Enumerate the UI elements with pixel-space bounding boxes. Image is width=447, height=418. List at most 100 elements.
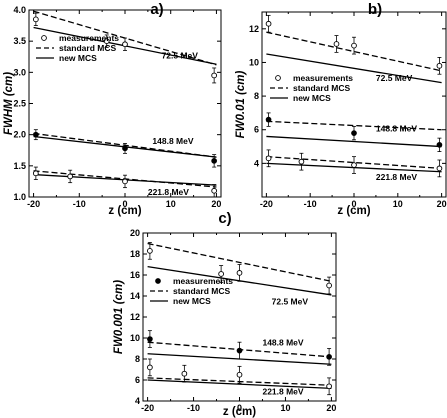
y-tick-label: 8 <box>254 91 259 101</box>
y-tick-label: 1.0 <box>13 192 26 202</box>
new-mcs-line-148.8 <box>266 135 442 148</box>
chart-panel-c: -20 -10 0 10 20 4 6 8 10 12 14 16 18 20 z (cm) FW0.001 … <box>113 228 337 418</box>
measurement-point-221.8 <box>33 170 39 177</box>
measurement-point-72.5 <box>265 20 272 27</box>
x-tick-label: -10 <box>73 199 86 209</box>
new-mcs-line-221.8 <box>147 379 332 390</box>
x-axis-label: z (cm) <box>108 205 141 217</box>
measurement-point-221.8 <box>436 165 443 172</box>
measurement-point-221.8 <box>211 187 217 194</box>
x-tick-label: 0 <box>122 199 127 209</box>
new-mcs-line-72.5 <box>266 53 442 84</box>
y-axis-label: FWHM (cm) <box>3 72 15 135</box>
measurement-point-148.8 <box>265 116 272 123</box>
measurement-point-221.8 <box>351 162 357 168</box>
measurement-point-148.8 <box>436 142 443 148</box>
measurement-point-72.5 <box>147 248 153 254</box>
y-tick-label: 3.0 <box>13 67 26 77</box>
measurement-point-148.8 <box>211 157 217 164</box>
energy-label: 221.8 MeV <box>376 172 417 182</box>
legend-label: standard MCS <box>173 286 230 296</box>
energy-label: 148.8 MeV <box>152 136 193 146</box>
y-tick-label: 2.5 <box>13 99 26 109</box>
measurement-point-148.8 <box>351 130 357 136</box>
y-tick-label: 4.0 <box>13 5 26 15</box>
x-axis-label: z (cm) <box>337 205 370 217</box>
standard-mcs-line-148.8 <box>266 120 442 131</box>
energy-label: 148.8 MeV <box>262 337 303 347</box>
measurement-point-221.8 <box>326 383 332 390</box>
y-tick-label: 14 <box>130 291 140 301</box>
x-tick-label: -20 <box>141 403 154 413</box>
x-tick-label: 20 <box>211 199 221 209</box>
x-tick-label: 10 <box>166 199 176 209</box>
x-tick-label: 20 <box>326 403 336 413</box>
y-tick-label: 10 <box>249 57 259 67</box>
y-tick-label: 4 <box>135 396 140 406</box>
legend-marker <box>41 35 47 41</box>
standard-mcs-line-72.5 <box>266 31 442 72</box>
energy-label: 221.8 MeV <box>262 387 303 397</box>
legend-label: measurements <box>59 33 119 43</box>
x-tick-label: 0 <box>351 199 356 209</box>
panel-label-c: c) <box>218 210 231 227</box>
y-axis-label: FW0.01 (cm) <box>235 70 247 138</box>
measurement-point-72.5 <box>103 38 110 45</box>
legend-marker <box>155 278 161 284</box>
x-tick-label: 10 <box>393 199 403 209</box>
y-tick-label: 8 <box>135 354 140 364</box>
y-tick-label: 20 <box>130 228 140 238</box>
standard-mcs-line-221.8 <box>266 155 442 170</box>
y-tick-label: 18 <box>130 249 140 259</box>
y-tick-label: 4 <box>254 158 259 168</box>
y-tick-label: 16 <box>130 270 140 280</box>
legend-label: measurements <box>173 276 233 286</box>
measurement-point-148.8 <box>326 354 332 360</box>
measurement-point-221.8 <box>122 178 128 185</box>
energy-label: 72.5 MeV <box>272 296 309 306</box>
panel-label-b: b) <box>368 1 382 18</box>
measurement-point-72.5 <box>333 41 340 47</box>
y-tick-label: 2.0 <box>13 130 26 140</box>
energy-label: 148.8 MeV <box>376 123 417 133</box>
measurement-point-221.8 <box>67 173 73 180</box>
x-tick-label: -20 <box>27 199 40 209</box>
y-tick-label: 3.5 <box>13 36 26 46</box>
energy-label: 72.5 MeV <box>162 51 199 61</box>
x-axis-label: z (cm) <box>223 406 256 418</box>
measurement-point-148.8 <box>33 131 39 138</box>
measurement-point-148.8 <box>236 347 243 354</box>
measurement-point-72.5 <box>351 42 357 49</box>
y-tick-label: 6 <box>135 375 140 385</box>
x-tick-label: 0 <box>237 403 242 413</box>
measurement-point-148.8 <box>122 145 128 152</box>
legend-marker <box>275 75 281 81</box>
measurement-point-72.5 <box>326 282 332 289</box>
measurement-point-221.8 <box>236 371 243 378</box>
x-tick-label: -10 <box>304 199 317 209</box>
measurement-point-221.8 <box>298 158 305 165</box>
y-tick-label: 12 <box>249 24 259 34</box>
legend-label: standard MCS <box>59 43 116 53</box>
measurement-point-221.8 <box>147 364 153 371</box>
measurement-point-72.5 <box>33 16 39 23</box>
standard-mcs-line-72.5 <box>147 242 332 282</box>
measurement-point-221.8 <box>265 155 272 162</box>
x-tick-label: -20 <box>260 199 273 209</box>
y-tick-label: 6 <box>254 125 259 135</box>
legend-label: new MCS <box>293 93 331 103</box>
legend-label: measurements <box>293 73 353 83</box>
chart-panel-a: -20 -10 0 10 20 1.0 1.5 2.0 2.5 3.0 3.5 4.0 z (cm) FW… <box>3 5 222 217</box>
measurement-point-72.5 <box>211 72 217 79</box>
chart-panel-b: -20 -10 0 10 20 4 6 8 10 12 z (cm) FW0.01 (cm) 72.5 … <box>235 11 447 217</box>
y-tick-label: 12 <box>130 312 140 322</box>
x-tick-label: 10 <box>280 403 290 413</box>
y-axis-label: FW0.001 (cm) <box>113 280 125 354</box>
measurement-point-221.8 <box>181 370 188 377</box>
y-tick-label: 1.5 <box>13 161 26 171</box>
measurement-point-72.5 <box>236 270 243 276</box>
